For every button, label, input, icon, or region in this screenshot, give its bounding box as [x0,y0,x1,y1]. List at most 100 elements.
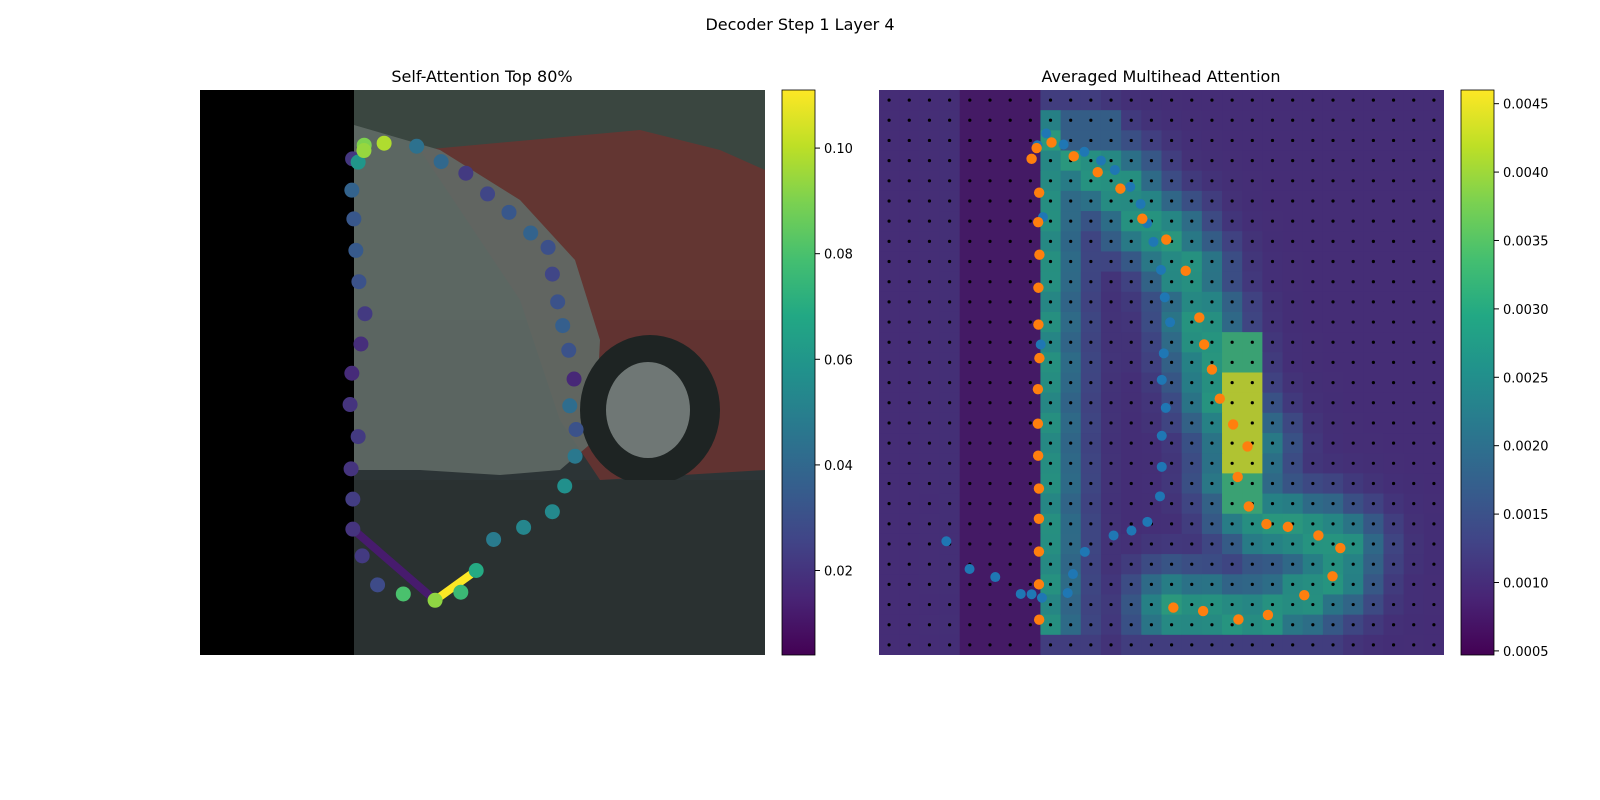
query-point [1299,590,1310,601]
grid-dot [948,421,952,425]
grid-dot [1169,481,1174,486]
grid-dot [1190,300,1194,304]
grid-dot [1412,502,1416,506]
grid-dot [1412,582,1416,586]
grid-dot [887,159,891,163]
grid-dot [1371,138,1375,143]
grid-dot [1250,522,1254,526]
attention-point [353,336,369,352]
attention-point [376,135,392,151]
grid-dot [927,118,932,122]
grid-dot [1291,623,1295,627]
attention-point [562,398,578,414]
attention-point [468,563,484,579]
grid-dot [1250,481,1254,486]
grid-dot [1270,259,1275,264]
grid-dot [1412,159,1416,163]
grid-dot [1008,300,1012,304]
grid-dot [1432,360,1436,365]
grid-dot [1432,159,1436,163]
grid-dot [1432,98,1436,102]
attention-point [345,491,361,507]
grid-dot [988,138,992,143]
grid-dot [1149,320,1154,324]
grid-dot [968,481,972,486]
grid-dot [1109,259,1113,264]
grid-dot [1169,179,1174,183]
attention-point [480,186,496,202]
grid-dot [1311,401,1315,405]
grid-dot [1432,239,1436,243]
overlay-points [941,128,1176,603]
grid-dot [927,502,932,506]
grid-dot [1412,118,1416,122]
grid-dot [1412,340,1416,344]
grid-dot [1412,360,1416,365]
attention-point [557,478,573,494]
overlay-point [1062,587,1073,598]
grid-dot [1169,502,1174,506]
grid-dot [927,421,932,425]
grid-dot [1028,602,1032,607]
grid-dot [1048,340,1053,344]
overlay-point [941,536,952,547]
grid-dot [1270,643,1275,647]
grid-dot [1048,643,1053,647]
overlay-point [1079,146,1090,157]
grid-dot [1008,179,1012,183]
grid-dot [927,199,932,203]
grid-dot [988,259,992,264]
grid-dot [1008,320,1012,324]
grid-dot [1069,320,1073,324]
grid-dot [1391,421,1396,425]
grid-dot [907,380,911,385]
grid-dot [1129,441,1133,445]
grid-dot [1149,582,1154,586]
grid-dot [1391,643,1396,647]
grid-dot [948,179,952,183]
grid-dot [1331,380,1335,385]
grid-dot [1412,441,1416,445]
attention-point [342,397,358,413]
query-point [1206,364,1218,375]
grid-dot [1351,259,1355,264]
grid-dot [948,380,952,385]
grid-dot [927,239,932,243]
grid-dot [1190,562,1194,566]
grid-dot [1008,239,1012,243]
grid-dot [1028,118,1032,122]
grid-dot [988,300,992,304]
grid-dot [968,300,972,304]
grid-dot [1291,219,1295,223]
grid-dot [927,179,932,183]
grid-dot [1412,602,1416,607]
grid-dot [887,199,891,203]
grid-dot [988,481,992,486]
grid-dot [1109,199,1113,203]
grid-dot [1230,340,1234,344]
colorbar-tick-label: 0.0005 [1503,645,1549,660]
grid-dot [1190,280,1194,284]
grid-dot [1391,582,1396,586]
query-point [1033,483,1045,494]
grid-dot [1210,179,1214,183]
grid-dot [1291,461,1295,465]
grid-dot [1331,461,1335,465]
grid-dot [1089,380,1093,385]
grid-dots [887,98,1436,647]
grid-dot [988,562,992,566]
attention-point [344,365,360,381]
grid-dot [1250,179,1254,183]
grid-dot [907,522,911,526]
grid-dot [927,340,932,344]
grid-dot [1149,623,1154,627]
grid-dot [1169,441,1174,445]
query-point [1092,167,1103,178]
query-point [1137,213,1148,224]
grid-dot [1089,360,1093,365]
overlay-point [1035,339,1046,350]
grid-dot [927,159,932,163]
grid-dot [1048,259,1053,264]
grid-dot [927,401,932,405]
grid-dot [1331,280,1335,284]
